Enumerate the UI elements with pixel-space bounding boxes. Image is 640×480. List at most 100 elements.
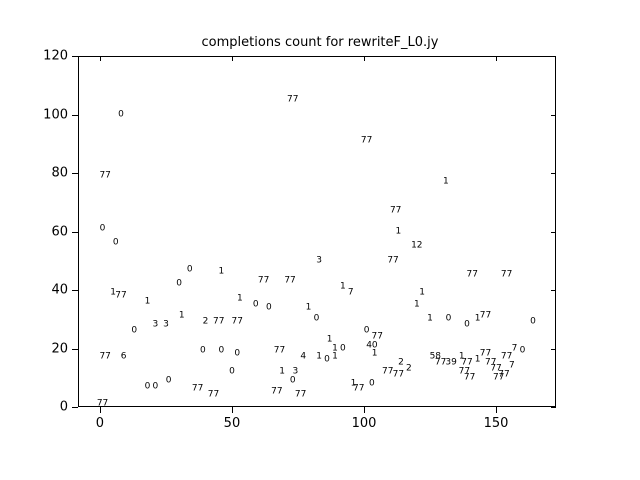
- data-point-label: 77: [434, 357, 447, 368]
- data-point-label: 77: [461, 357, 473, 368]
- x-axis-tick: [496, 407, 498, 413]
- data-point-label: 2: [406, 363, 412, 374]
- data-point-label: 77: [371, 331, 383, 342]
- data-point-label: 77: [207, 389, 220, 400]
- data-point-label: 77: [500, 351, 513, 362]
- data-point-label: 77: [257, 275, 270, 286]
- data-point-label: 0: [445, 313, 452, 324]
- data-point-label: 0: [530, 316, 536, 327]
- data-point-label: 1: [371, 348, 378, 359]
- y-axis-tick: [72, 56, 78, 57]
- data-point-label: 77: [382, 366, 394, 377]
- x-axis-tick: [99, 407, 101, 413]
- x-tick-label: 100: [351, 416, 377, 431]
- data-point-label: 1: [413, 299, 420, 310]
- data-point-label: 0: [519, 345, 526, 356]
- data-point-label: 77: [96, 398, 109, 409]
- data-point-label: 7: [509, 360, 515, 371]
- data-point-label: 1: [110, 287, 116, 298]
- data-point-label: 12: [411, 240, 423, 251]
- data-point-label: 77: [392, 369, 405, 380]
- data-point-label: 1: [474, 313, 481, 324]
- data-point-label: 77: [271, 386, 283, 397]
- y-axis-tick-right: [551, 173, 556, 174]
- y-axis-tick: [72, 290, 78, 291]
- data-point-label: 77: [387, 255, 399, 266]
- data-point-label: 1: [332, 343, 338, 353]
- y-tick-label: 40: [51, 282, 68, 298]
- data-point-label: 1: [395, 226, 402, 236]
- y-tick-label: 100: [43, 107, 68, 122]
- data-point-label: 77: [458, 366, 471, 377]
- data-point-label: 1: [332, 351, 338, 362]
- data-point-label: 1: [305, 302, 312, 313]
- data-point-label: 1: [178, 310, 185, 321]
- data-point-label: 0: [313, 313, 320, 324]
- data-point-label: 1: [350, 378, 357, 389]
- data-point-label: 0: [186, 264, 193, 275]
- data-point-label: 0: [99, 223, 106, 234]
- data-point-label: 1: [474, 354, 481, 365]
- data-point-label: 77: [99, 170, 111, 181]
- x-axis-tick: [364, 407, 365, 413]
- data-point-label: 40: [366, 340, 378, 351]
- y-axis-tick-right: [551, 348, 556, 350]
- data-point-label: 1: [427, 313, 433, 324]
- data-point-label: 0: [363, 325, 370, 336]
- data-point-label: 0: [218, 345, 225, 356]
- data-point-label: 77: [500, 269, 513, 280]
- data-point-label: 0: [229, 366, 235, 377]
- data-point-label: 77: [389, 205, 402, 216]
- data-point-label: 1: [340, 281, 346, 292]
- data-point-label: 1: [326, 334, 333, 345]
- data-point-label: 1: [279, 366, 285, 377]
- x-axis-tick-top: [364, 56, 365, 61]
- y-tick-label: 20: [51, 341, 68, 356]
- y-axis-tick-right: [551, 231, 556, 233]
- data-point-label: 6: [120, 351, 127, 362]
- data-point-label: 2: [398, 357, 404, 368]
- data-point-label: 3: [316, 255, 322, 266]
- y-axis-tick: [72, 231, 78, 233]
- y-tick-label: 60: [51, 224, 68, 239]
- y-axis-tick-right: [551, 407, 556, 408]
- data-point-label: 77: [498, 369, 510, 380]
- data-point-label: 77: [492, 372, 505, 383]
- data-point-label: 3: [152, 319, 159, 330]
- data-point-label: 0: [252, 299, 259, 310]
- data-point-label: 77: [191, 383, 204, 394]
- x-axis-tick-top: [99, 56, 101, 61]
- data-point-label: 4: [300, 351, 307, 362]
- data-point-label: 77: [99, 351, 111, 362]
- data-point-label: 0: [112, 237, 119, 248]
- data-point-label: 77: [479, 310, 492, 321]
- data-point-label: 7: [347, 287, 354, 298]
- data-point-label: 77: [213, 316, 225, 327]
- data-point-label: 0: [369, 378, 375, 389]
- y-axis-tick: [72, 173, 78, 174]
- data-point-label: 77: [479, 348, 492, 359]
- data-point-label: 0: [131, 325, 138, 336]
- x-tick-label: 150: [483, 416, 509, 431]
- y-tick-label: 0: [59, 399, 68, 415]
- data-point-label: 77: [352, 383, 365, 394]
- data-point-label: 0: [266, 302, 272, 313]
- data-point-label: 58: [429, 351, 442, 362]
- data-point-label: 0: [144, 381, 151, 392]
- data-point-label: 77: [463, 372, 476, 383]
- x-axis-tick: [231, 407, 233, 413]
- data-point-label: 77: [284, 275, 296, 286]
- data-point-label: 3: [163, 319, 169, 330]
- x-tick-label: 0: [95, 416, 105, 431]
- data-point-label: 0: [464, 319, 470, 330]
- data-point-label: 1: [443, 176, 449, 187]
- data-point-label: 0: [289, 375, 296, 386]
- y-axis-tick-right: [551, 56, 556, 57]
- data-point-label: 77: [231, 316, 243, 327]
- data-point-label: 77: [115, 290, 127, 301]
- data-point-label: 39: [445, 357, 457, 368]
- data-point-label: 77: [466, 269, 479, 280]
- data-point-label: 1: [218, 266, 225, 277]
- data-point-label: 0: [165, 375, 172, 386]
